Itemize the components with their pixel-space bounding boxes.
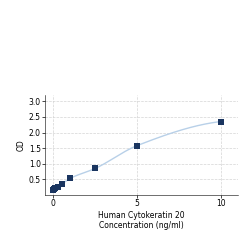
Point — [56, 185, 60, 189]
Point — [93, 166, 97, 170]
Point — [54, 186, 58, 190]
Point — [68, 176, 72, 180]
Point — [135, 144, 139, 148]
Y-axis label: OD: OD — [17, 139, 26, 151]
Point — [52, 188, 56, 192]
Point — [60, 182, 64, 186]
Point — [219, 120, 223, 124]
Point — [51, 188, 55, 192]
X-axis label: Human Cytokeratin 20
Concentration (ng/ml): Human Cytokeratin 20 Concentration (ng/m… — [98, 211, 184, 230]
